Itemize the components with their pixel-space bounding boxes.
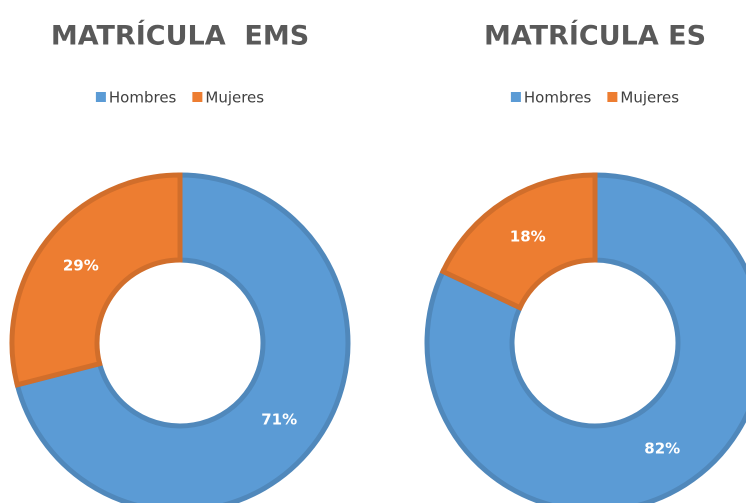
data-label: 71% (261, 410, 297, 428)
legend-swatch (95, 92, 106, 102)
chart-title: MATRÍCULA ES (484, 20, 706, 52)
donut-segment (9, 172, 183, 388)
legend-label: Hombres (109, 89, 177, 107)
legend-swatch (607, 92, 618, 102)
donut-segment (439, 172, 598, 311)
chart-title: MATRÍCULA EMS (51, 20, 309, 52)
data-label: 29% (63, 257, 99, 275)
data-label: 82% (644, 439, 680, 457)
donut-segment (424, 172, 746, 503)
data-label: 18% (510, 228, 546, 246)
legend-label: Hombres (524, 89, 592, 107)
legend-swatch (510, 92, 521, 102)
legend-label: Mujeres (620, 89, 679, 107)
donut-segment (14, 172, 351, 503)
legend-swatch (192, 92, 203, 102)
legend-label: Mujeres (205, 89, 264, 107)
